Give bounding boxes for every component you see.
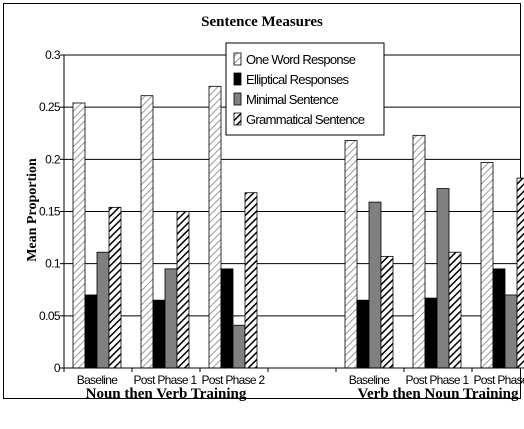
y-tick-label: 0 <box>54 361 61 375</box>
bar <box>516 177 524 369</box>
y-tick-label: 0.1 <box>45 257 61 271</box>
bar <box>176 211 190 369</box>
legend-box <box>225 42 385 136</box>
bar <box>108 206 122 369</box>
bar <box>244 192 258 369</box>
bar <box>96 251 110 369</box>
bar <box>356 299 370 369</box>
legend-label: Minimal Sentence <box>246 92 339 107</box>
bar <box>232 324 246 369</box>
legend-swatch <box>233 112 242 126</box>
x-category-labels: Baseline Post Phase 1 Post Phase 2 Baseline… <box>77 373 524 387</box>
axes <box>60 54 521 372</box>
y-tick-label: 0.05 <box>39 309 61 323</box>
y-tick-label: 0.15 <box>39 205 61 219</box>
bar <box>424 297 438 369</box>
bar <box>480 162 494 369</box>
x-group-label: Verb then Noun Training <box>357 386 519 402</box>
bar <box>448 251 462 369</box>
bar <box>436 188 450 369</box>
bar <box>504 294 518 369</box>
legend-label: One Word Response <box>246 52 356 67</box>
y-tick-label: 0.25 <box>39 100 61 114</box>
bars <box>72 85 524 369</box>
legend-swatch <box>233 92 242 106</box>
bar <box>492 268 506 369</box>
bar <box>368 201 382 369</box>
bar <box>84 294 98 369</box>
bar <box>208 85 222 369</box>
bar <box>380 255 394 369</box>
legend: One Word Response Elliptical Responses Min… <box>225 42 385 136</box>
legend-label: Grammatical Sentence <box>246 112 365 127</box>
x-category-label: Post Phase 1 <box>134 373 198 387</box>
chart-title: Sentence Measures <box>201 14 323 30</box>
y-tick-label: 0.2 <box>45 152 61 166</box>
legend-swatch <box>233 52 242 66</box>
bar <box>220 268 234 369</box>
x-group-labels: Noun then Verb Training Verb then Noun Tr… <box>86 386 519 402</box>
x-category-label: Post Phase 2 <box>474 373 524 387</box>
bar <box>140 95 154 369</box>
bar <box>412 134 426 369</box>
bar <box>72 102 86 369</box>
x-category-label: Baseline <box>349 373 390 387</box>
x-group-label: Noun then Verb Training <box>86 386 247 402</box>
y-axis-label: Mean Proportion <box>25 158 40 262</box>
x-category-label: Post Phase 1 <box>406 373 470 387</box>
x-category-label: Post Phase 2 <box>202 373 266 387</box>
bar <box>164 268 178 369</box>
bar <box>344 140 358 369</box>
y-tick-labels: 0 0.05 0.1 0.15 0.2 0.25 0.3 <box>39 48 61 375</box>
x-category-label: Baseline <box>77 373 118 387</box>
bar <box>152 299 166 369</box>
legend-label: Elliptical Responses <box>246 72 350 87</box>
legend-swatch <box>233 72 242 86</box>
y-tick-label: 0.3 <box>45 48 61 62</box>
